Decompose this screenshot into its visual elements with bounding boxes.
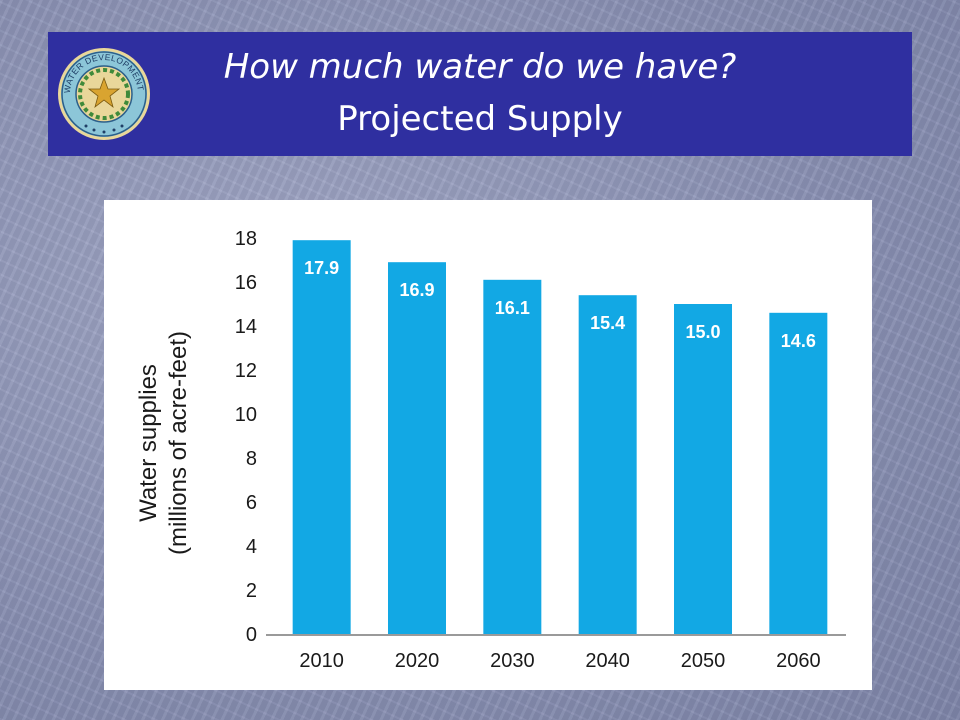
y-tick-label: 6 [246,492,257,514]
y-tick-label: 10 [235,404,257,426]
bars [292,240,828,634]
y-axis-title-line1: Water supplies [135,364,162,522]
bar [769,312,828,634]
bar [578,295,637,634]
y-tick-label: 0 [246,624,257,646]
bar-value-label: 17.9 [304,258,339,278]
x-tick-label: 2040 [585,650,630,672]
x-tick-label: 2010 [299,650,344,672]
y-tick-label: 2 [246,580,257,602]
title-banner: TEXAS WATER DEVELOPMENT BOARD How much w… [48,32,912,156]
bar [483,279,542,634]
x-tick-label: 2060 [776,650,821,672]
slide-title: How much water do we have? [223,47,737,87]
y-tick-label: 18 [235,228,257,250]
bar-value-label: 15.0 [685,322,720,342]
slide-subtitle: Projected Supply [337,99,623,139]
y-tick-label: 8 [246,448,257,470]
value-labels: 17.9 16.9 16.1 15.4 15.0 14.6 [304,258,816,351]
x-axis-ticks: 2010 2020 2030 2040 2050 2060 [299,650,820,672]
x-tick-label: 2030 [490,650,535,672]
bar-value-label: 14.6 [781,331,816,351]
y-tick-label: 4 [246,536,257,558]
bar [388,262,446,634]
y-tick-label: 16 [235,272,257,294]
chart-panel: 0 2 4 6 8 10 12 14 16 18 17.9 16.9 16.1 15.4 15.0 14.6… [104,200,872,690]
y-tick-label: 14 [235,316,257,338]
y-axis-ticks: 0 2 4 6 8 10 12 14 16 18 [235,228,257,646]
bar-value-label: 16.9 [399,280,434,300]
x-tick-label: 2050 [681,650,726,672]
bar [674,304,732,634]
texas-water-development-board-seal-icon: TEXAS WATER DEVELOPMENT BOARD [56,46,150,140]
y-axis-title-line2: (millions of acre-feet) [165,331,192,555]
bar [292,240,351,634]
bar-value-label: 16.1 [495,298,530,318]
bar-chart: 0 2 4 6 8 10 12 14 16 18 17.9 16.9 16.1 15.4 15.0 14.6… [135,228,846,672]
x-tick-label: 2020 [395,650,440,672]
y-tick-label: 12 [235,360,257,382]
bar-value-label: 15.4 [590,313,625,333]
